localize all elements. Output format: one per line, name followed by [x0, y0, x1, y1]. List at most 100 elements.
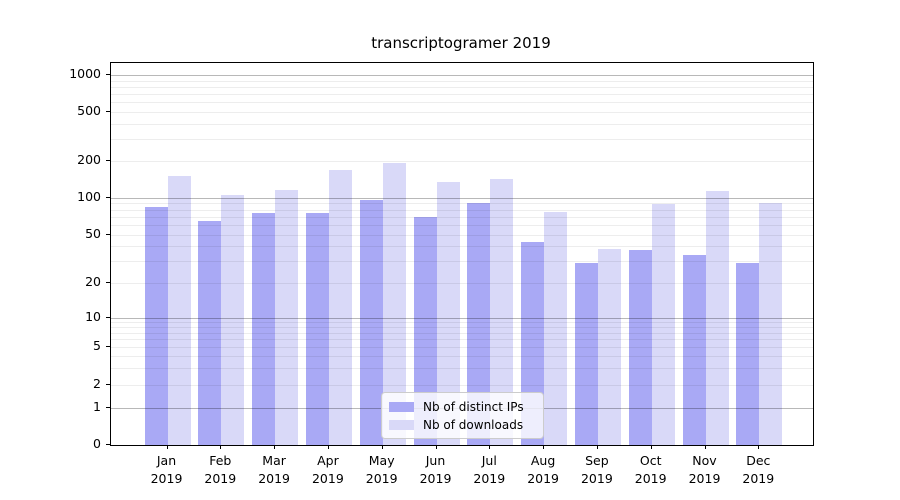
x-tick-mark: [650, 445, 652, 449]
bar-downloads-feb: [221, 194, 245, 445]
y-tick-label-10: 10: [85, 308, 101, 324]
gridline-minor: [111, 94, 813, 96]
bar-downloads-jun: [436, 182, 460, 445]
gridline-major: [111, 317, 813, 319]
y-tick-mark: [106, 383, 110, 385]
bar-downloads-dec: [759, 203, 783, 445]
bar-distinct-ips-nov: [682, 254, 706, 445]
y-tick-mark: [106, 111, 110, 112]
bar-downloads-apr: [328, 169, 352, 445]
y-tick-label-5: 5: [93, 337, 101, 353]
legend-label-downloads: Nb of downloads: [423, 417, 524, 432]
gridline-minor: [111, 224, 813, 226]
x-tick-mark: [166, 445, 168, 449]
x-tick-mark: [381, 445, 383, 449]
x-tick-label-may: May 2019: [365, 453, 398, 486]
x-tick-label-jun: Jun 2019: [419, 453, 452, 486]
bar-downloads-oct: [651, 203, 675, 445]
bar-downloads-nov: [705, 190, 729, 445]
y-tick-mark: [106, 316, 110, 318]
x-tick-label-apr: Apr 2019: [311, 453, 344, 486]
bar-downloads-may: [382, 162, 406, 445]
y-tick-label-200: 200: [77, 152, 101, 168]
legend-swatch-distinct-ips: [389, 401, 414, 412]
gridline-minor: [111, 282, 813, 284]
x-tick-mark: [543, 445, 545, 449]
gridline-minor: [111, 322, 813, 324]
bar-downloads-jan: [167, 176, 191, 445]
y-tick-label-100: 100: [77, 188, 101, 204]
bar-distinct-ips-sep: [574, 263, 598, 445]
gridline-minor: [111, 161, 813, 163]
chart-title: transcriptogramer 2019: [371, 34, 551, 52]
x-tick-mark: [758, 445, 760, 449]
gridline-minor: [111, 102, 813, 104]
gridline-minor: [111, 346, 813, 348]
plot-area: Nb of distinct IPs Nb of downloads: [110, 62, 814, 446]
x-tick-label-aug: Aug 2019: [527, 453, 559, 486]
x-tick-mark: [704, 445, 706, 449]
y-tick-mark: [106, 233, 110, 235]
bar-distinct-ips-jul: [467, 203, 491, 445]
legend-item-distinct-ips: Nb of distinct IPs: [389, 399, 543, 415]
gridline-minor: [111, 355, 813, 357]
legend-swatch-downloads: [389, 419, 414, 430]
gridline-minor: [111, 209, 813, 211]
gridline-minor: [111, 203, 813, 205]
bar-distinct-ips-dec: [736, 263, 760, 445]
bar-distinct-ips-jun: [413, 216, 437, 445]
bar-downloads-mar: [275, 189, 299, 445]
y-tick-label-20: 20: [85, 273, 101, 289]
bar-distinct-ips-apr: [305, 212, 329, 445]
gridline-minor: [111, 80, 813, 82]
x-tick-label-jan: Jan 2019: [150, 453, 183, 486]
x-tick-mark: [435, 445, 437, 449]
gridline-minor: [111, 367, 813, 369]
x-tick-label-jul: Jul 2019: [473, 453, 506, 486]
y-tick-mark: [106, 160, 110, 162]
bar-distinct-ips-oct: [628, 250, 652, 445]
gridline-major: [111, 197, 813, 199]
x-tick-mark: [274, 445, 276, 449]
y-tick-mark: [106, 196, 110, 198]
y-tick-label-0: 0: [93, 436, 101, 451]
x-tick-label-feb: Feb 2019: [204, 453, 237, 486]
x-tick-label-dec: Dec 2019: [742, 453, 775, 486]
bar-downloads-aug: [544, 211, 568, 445]
x-tick-label-oct: Oct 2019: [634, 453, 667, 486]
gridline-minor: [111, 234, 813, 236]
x-tick-mark: [489, 445, 491, 449]
gridline-minor: [111, 216, 813, 218]
gridline-minor: [111, 124, 813, 125]
bar-downloads-jul: [490, 178, 514, 445]
y-tick-mark: [106, 444, 110, 445]
gridline-minor: [111, 86, 813, 88]
legend: Nb of distinct IPs Nb of downloads: [381, 392, 544, 439]
bar-downloads-sep: [597, 248, 621, 445]
y-tick-label-2: 2: [93, 375, 101, 391]
x-tick-mark: [596, 445, 598, 449]
x-tick-label-mar: Mar 2019: [258, 453, 290, 486]
y-tick-mark: [106, 345, 110, 347]
x-tick-label-sep: Sep 2019: [580, 453, 613, 486]
legend-item-downloads: Nb of downloads: [389, 417, 543, 433]
bar-distinct-ips-jan: [144, 206, 168, 445]
y-tick-mark: [106, 74, 110, 75]
legend-label-distinct-ips: Nb of distinct IPs: [423, 399, 524, 414]
gridline-minor: [111, 261, 813, 263]
y-tick-mark: [106, 407, 110, 408]
gridline-minor: [111, 139, 813, 141]
bar-distinct-ips-mar: [252, 212, 276, 445]
y-tick-label-1: 1: [93, 399, 101, 414]
gridline-minor: [111, 112, 813, 113]
gridline-minor: [111, 246, 813, 248]
y-tick-label-1000: 1000: [69, 66, 101, 81]
y-tick-label-50: 50: [85, 225, 101, 241]
bar-distinct-ips-may: [359, 200, 383, 445]
gridline-minor: [111, 384, 813, 386]
gridline-minor: [111, 326, 813, 328]
y-tick-mark: [106, 281, 110, 283]
x-tick-label-nov: Nov 2019: [688, 453, 721, 486]
gridline-major: [111, 75, 813, 76]
